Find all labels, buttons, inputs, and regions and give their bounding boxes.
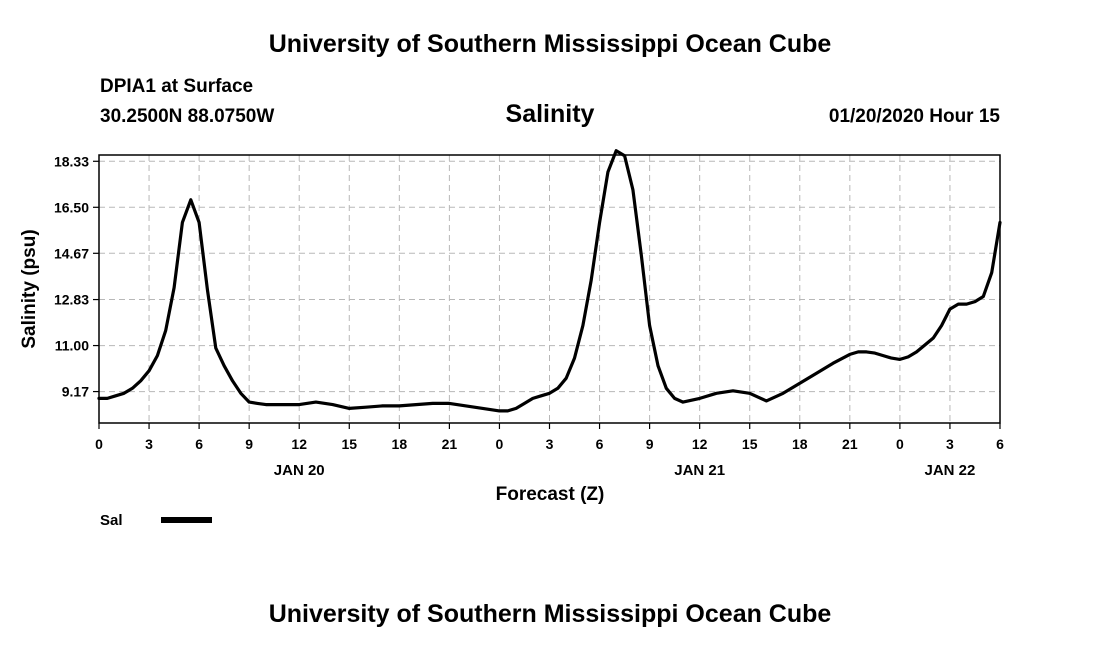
date-label: JAN 20 bbox=[274, 462, 325, 479]
x-tick-label: 6 bbox=[596, 436, 604, 452]
x-tick-label: 21 bbox=[442, 436, 458, 452]
page-title: University of Southern Mississippi Ocean… bbox=[268, 30, 832, 58]
station-name: DPIA1 at Surface bbox=[100, 76, 254, 97]
legend: Sal bbox=[100, 512, 212, 529]
x-tick-label: 15 bbox=[341, 436, 357, 452]
y-axis-title: Salinity (psu) bbox=[19, 229, 40, 348]
x-tick-label: 6 bbox=[996, 436, 1004, 452]
chart-title: Salinity bbox=[505, 100, 595, 128]
x-tick-label: 3 bbox=[546, 436, 554, 452]
grid-lines bbox=[99, 155, 1000, 423]
x-axis-title: Forecast (Z) bbox=[496, 484, 605, 505]
x-tick-label: 9 bbox=[646, 436, 654, 452]
forecast-timestamp: 01/20/2020 Hour 15 bbox=[828, 106, 1000, 127]
x-tick-label: 12 bbox=[692, 436, 708, 452]
date-label: JAN 22 bbox=[925, 462, 976, 479]
x-tick-label: 6 bbox=[195, 436, 203, 452]
y-tick-label: 12.83 bbox=[54, 292, 89, 308]
x-tick-label: 0 bbox=[95, 436, 103, 452]
y-tick-label: 16.50 bbox=[54, 199, 89, 215]
plot-frame bbox=[98, 154, 1001, 424]
y-tick-label: 14.67 bbox=[54, 245, 89, 261]
x-tick-label: 0 bbox=[896, 436, 904, 452]
footer-title: University of Southern Mississippi Ocean… bbox=[268, 600, 832, 628]
y-tick-label: 18.33 bbox=[54, 153, 89, 169]
x-axis-ticks: 0 3 6 9 12 15 18 21 0 3 6 9 12 15 18 21 0 3 6 JAN 20 JAN 21 J… bbox=[95, 423, 1004, 479]
date-label: JAN 21 bbox=[674, 462, 725, 479]
series-line-sal bbox=[97, 149, 1002, 413]
legend-label-sal: Sal bbox=[100, 512, 123, 529]
x-tick-label: 0 bbox=[496, 436, 504, 452]
x-tick-label: 15 bbox=[742, 436, 758, 452]
x-tick-label: 3 bbox=[946, 436, 954, 452]
station-coordinates: 30.2500N 88.0750W bbox=[100, 106, 275, 127]
x-tick-label: 18 bbox=[392, 436, 408, 452]
x-tick-label: 3 bbox=[145, 436, 153, 452]
y-tick-label: 11.00 bbox=[55, 338, 89, 354]
x-tick-label: 9 bbox=[245, 436, 253, 452]
x-tick-label: 21 bbox=[842, 436, 858, 452]
y-tick-label: 9.17 bbox=[62, 384, 89, 400]
y-axis-ticks: 9.17 11.00 12.83 14.67 16.50 18.33 bbox=[54, 153, 99, 400]
x-tick-label: 18 bbox=[792, 436, 808, 452]
x-tick-label: 12 bbox=[291, 436, 307, 452]
